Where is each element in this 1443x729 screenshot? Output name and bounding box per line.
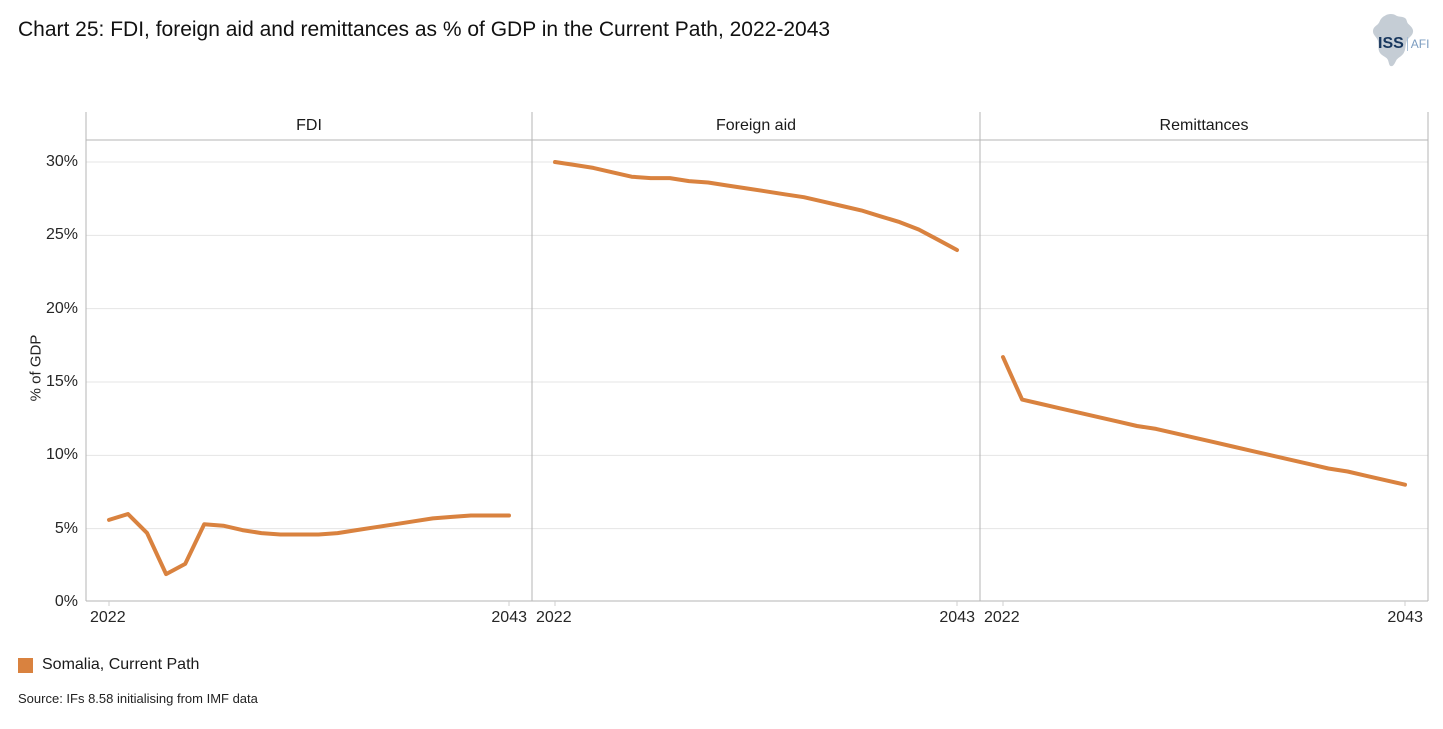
logo-text: ISS AFI <box>1378 35 1429 53</box>
chart-title: Chart 25: FDI, foreign aid and remittanc… <box>18 18 831 41</box>
y-tick-label-25%: 25% <box>45 226 78 244</box>
logo-separator <box>1406 37 1408 51</box>
panel-header-remittances: Remittances <box>1159 117 1249 134</box>
logo-unit-label: AFI <box>1410 37 1430 51</box>
y-tick-label-10%: 10% <box>45 446 78 464</box>
x-label-start-panel-0: 2022 <box>90 609 126 626</box>
series-line-fdi <box>107 512 511 577</box>
africa-icon <box>1372 14 1414 67</box>
panel-header-fdi: FDI <box>296 117 322 134</box>
legend-label: Somalia, Current Path <box>42 656 200 673</box>
series-line-remittances <box>1001 355 1407 487</box>
y-tick-label-30%: 30% <box>45 153 78 170</box>
x-label-end-panel-1: 2043 <box>939 609 975 626</box>
x-label-start-panel-2: 2022 <box>984 609 1020 626</box>
panel-header-foreign-aid: Foreign aid <box>715 117 797 134</box>
iss-afi-logo: ISS AFI <box>1370 10 1432 68</box>
y-tick-label-5%: 5% <box>54 519 78 537</box>
y-tick-label-20%: 20% <box>45 299 78 317</box>
legend-swatch <box>18 657 33 673</box>
logo-org-label: ISS <box>1378 35 1404 52</box>
x-label-end-panel-2: 2043 <box>1387 609 1423 626</box>
y-tick-label-0%: 0% <box>54 593 78 610</box>
x-label-start-panel-1: 2022 <box>536 609 572 626</box>
source-note: Source: IFs 8.58 initialising from IMF d… <box>18 691 258 706</box>
legend: Somalia, Current Path <box>18 656 199 674</box>
x-label-end-panel-0: 2043 <box>491 609 527 626</box>
y-tick-label-15%: 15% <box>45 373 78 390</box>
series-line-foreign-aid <box>553 160 959 252</box>
